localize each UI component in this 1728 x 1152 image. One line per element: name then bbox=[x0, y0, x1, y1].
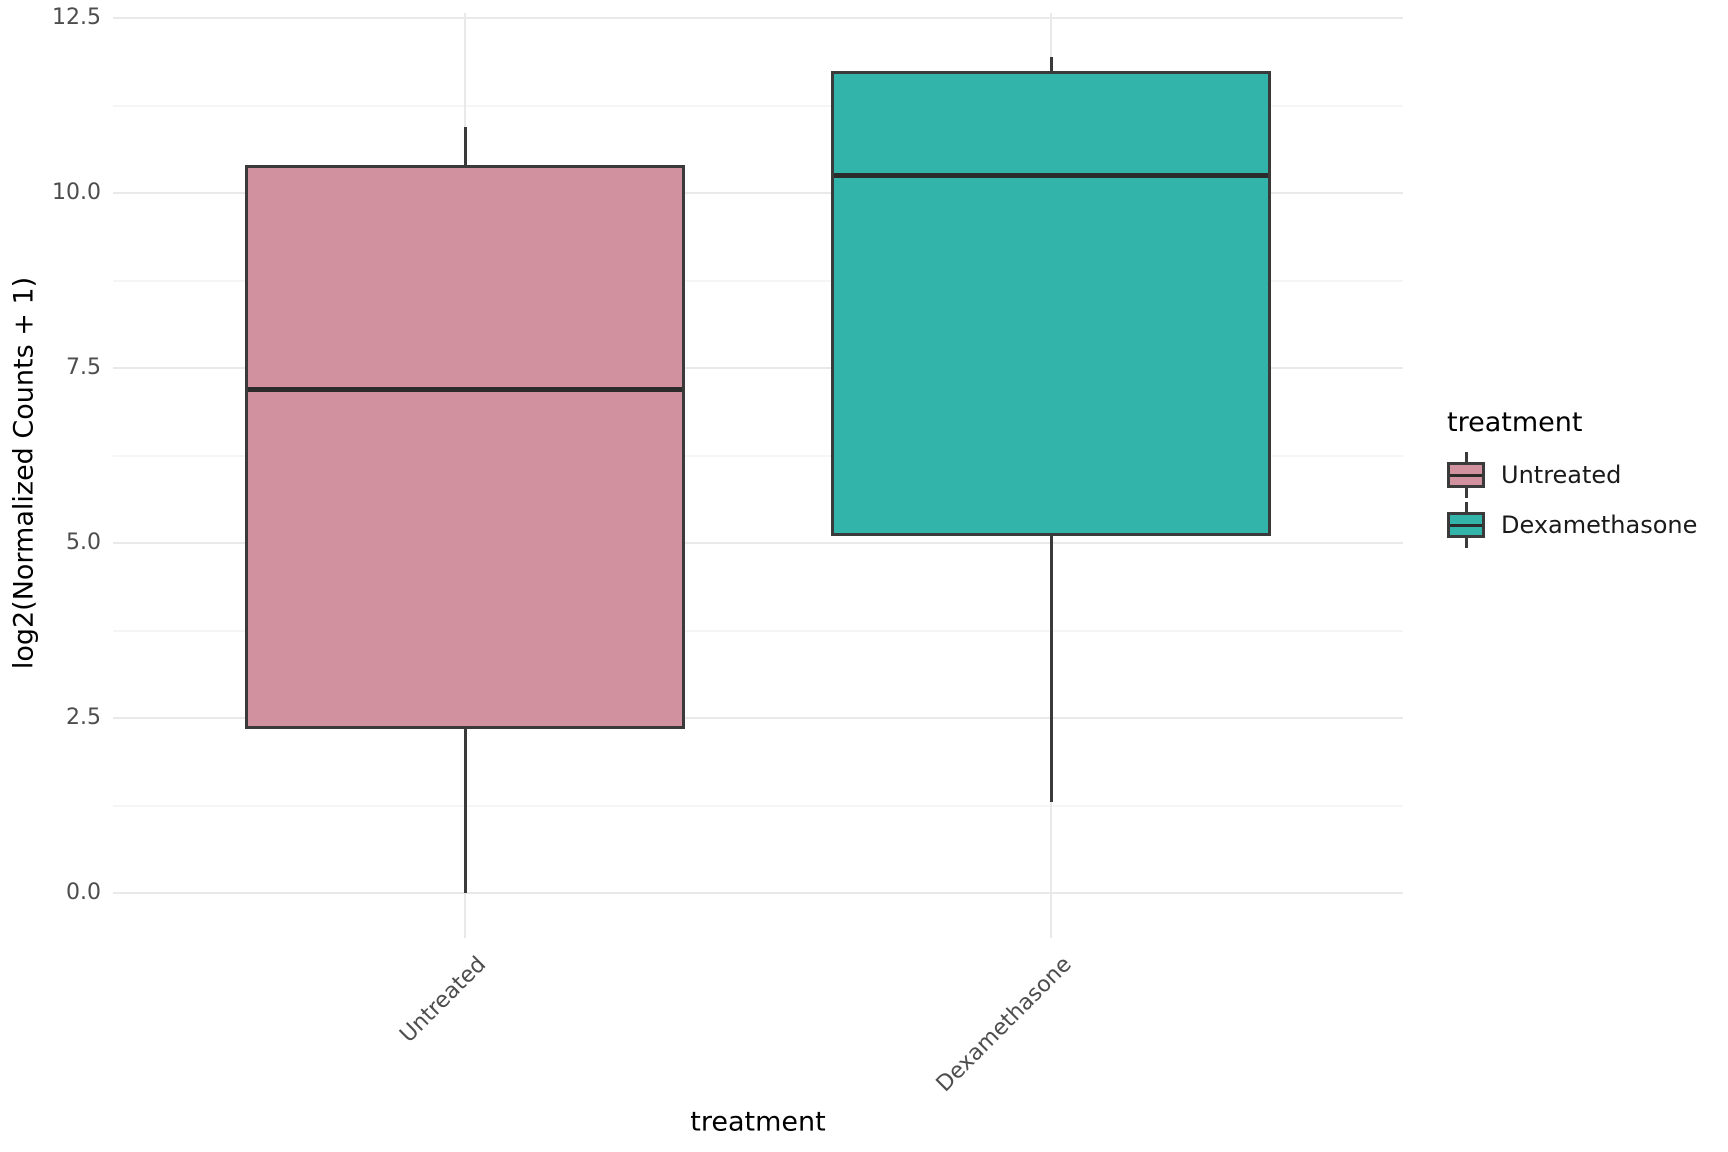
gridline-minor bbox=[113, 279, 1403, 282]
gridline-major bbox=[113, 542, 1403, 544]
gridline-major bbox=[113, 192, 1403, 194]
key-box bbox=[1447, 512, 1485, 538]
y-tick-label: 7.5 bbox=[66, 355, 101, 380]
box-dexamethasone bbox=[831, 70, 1271, 536]
boxplot-key-icon bbox=[1447, 502, 1485, 548]
legend-label: Untreated bbox=[1501, 461, 1622, 489]
legend-entries: Untreated Dexamethasone bbox=[1447, 452, 1697, 548]
gridline-major bbox=[113, 367, 1403, 369]
legend-label: Dexamethasone bbox=[1501, 511, 1698, 539]
x-tick-label: Untreated bbox=[394, 952, 491, 1048]
gridline-minor bbox=[113, 804, 1403, 807]
box-untreated bbox=[245, 165, 685, 729]
plot-panel bbox=[113, 13, 1403, 938]
y-tick-label: 5.0 bbox=[66, 530, 101, 555]
y-tick-label: 12.5 bbox=[52, 5, 101, 30]
key-median-line bbox=[1450, 473, 1482, 477]
median-untreated bbox=[248, 386, 682, 392]
gridline-major bbox=[113, 892, 1403, 894]
gridline-minor bbox=[113, 454, 1403, 457]
legend-entry-dexamethasone: Dexamethasone bbox=[1447, 502, 1697, 548]
legend-entry-untreated: Untreated bbox=[1447, 452, 1697, 498]
y-tick-label: 0.0 bbox=[66, 880, 101, 905]
gridline-minor bbox=[113, 104, 1403, 107]
gridline-minor bbox=[113, 629, 1403, 632]
median-dexamethasone bbox=[834, 173, 1268, 178]
boxplot-key-icon bbox=[1447, 452, 1485, 498]
x-axis-title: treatment bbox=[690, 1106, 826, 1138]
y-tick-label: 10.0 bbox=[52, 180, 101, 205]
gridline-major bbox=[113, 17, 1403, 19]
gridline-major bbox=[113, 717, 1403, 719]
key-median-line bbox=[1450, 523, 1482, 527]
legend: treatment Untreated Dexamethas bbox=[1447, 406, 1697, 548]
legend-title: treatment bbox=[1447, 407, 1583, 438]
y-tick-label: 2.5 bbox=[66, 705, 101, 730]
y-axis-title: log2(Normalized Counts + 1) bbox=[8, 276, 40, 670]
key-box bbox=[1447, 462, 1485, 488]
x-tick-label: Dexamethasone bbox=[931, 952, 1077, 1097]
